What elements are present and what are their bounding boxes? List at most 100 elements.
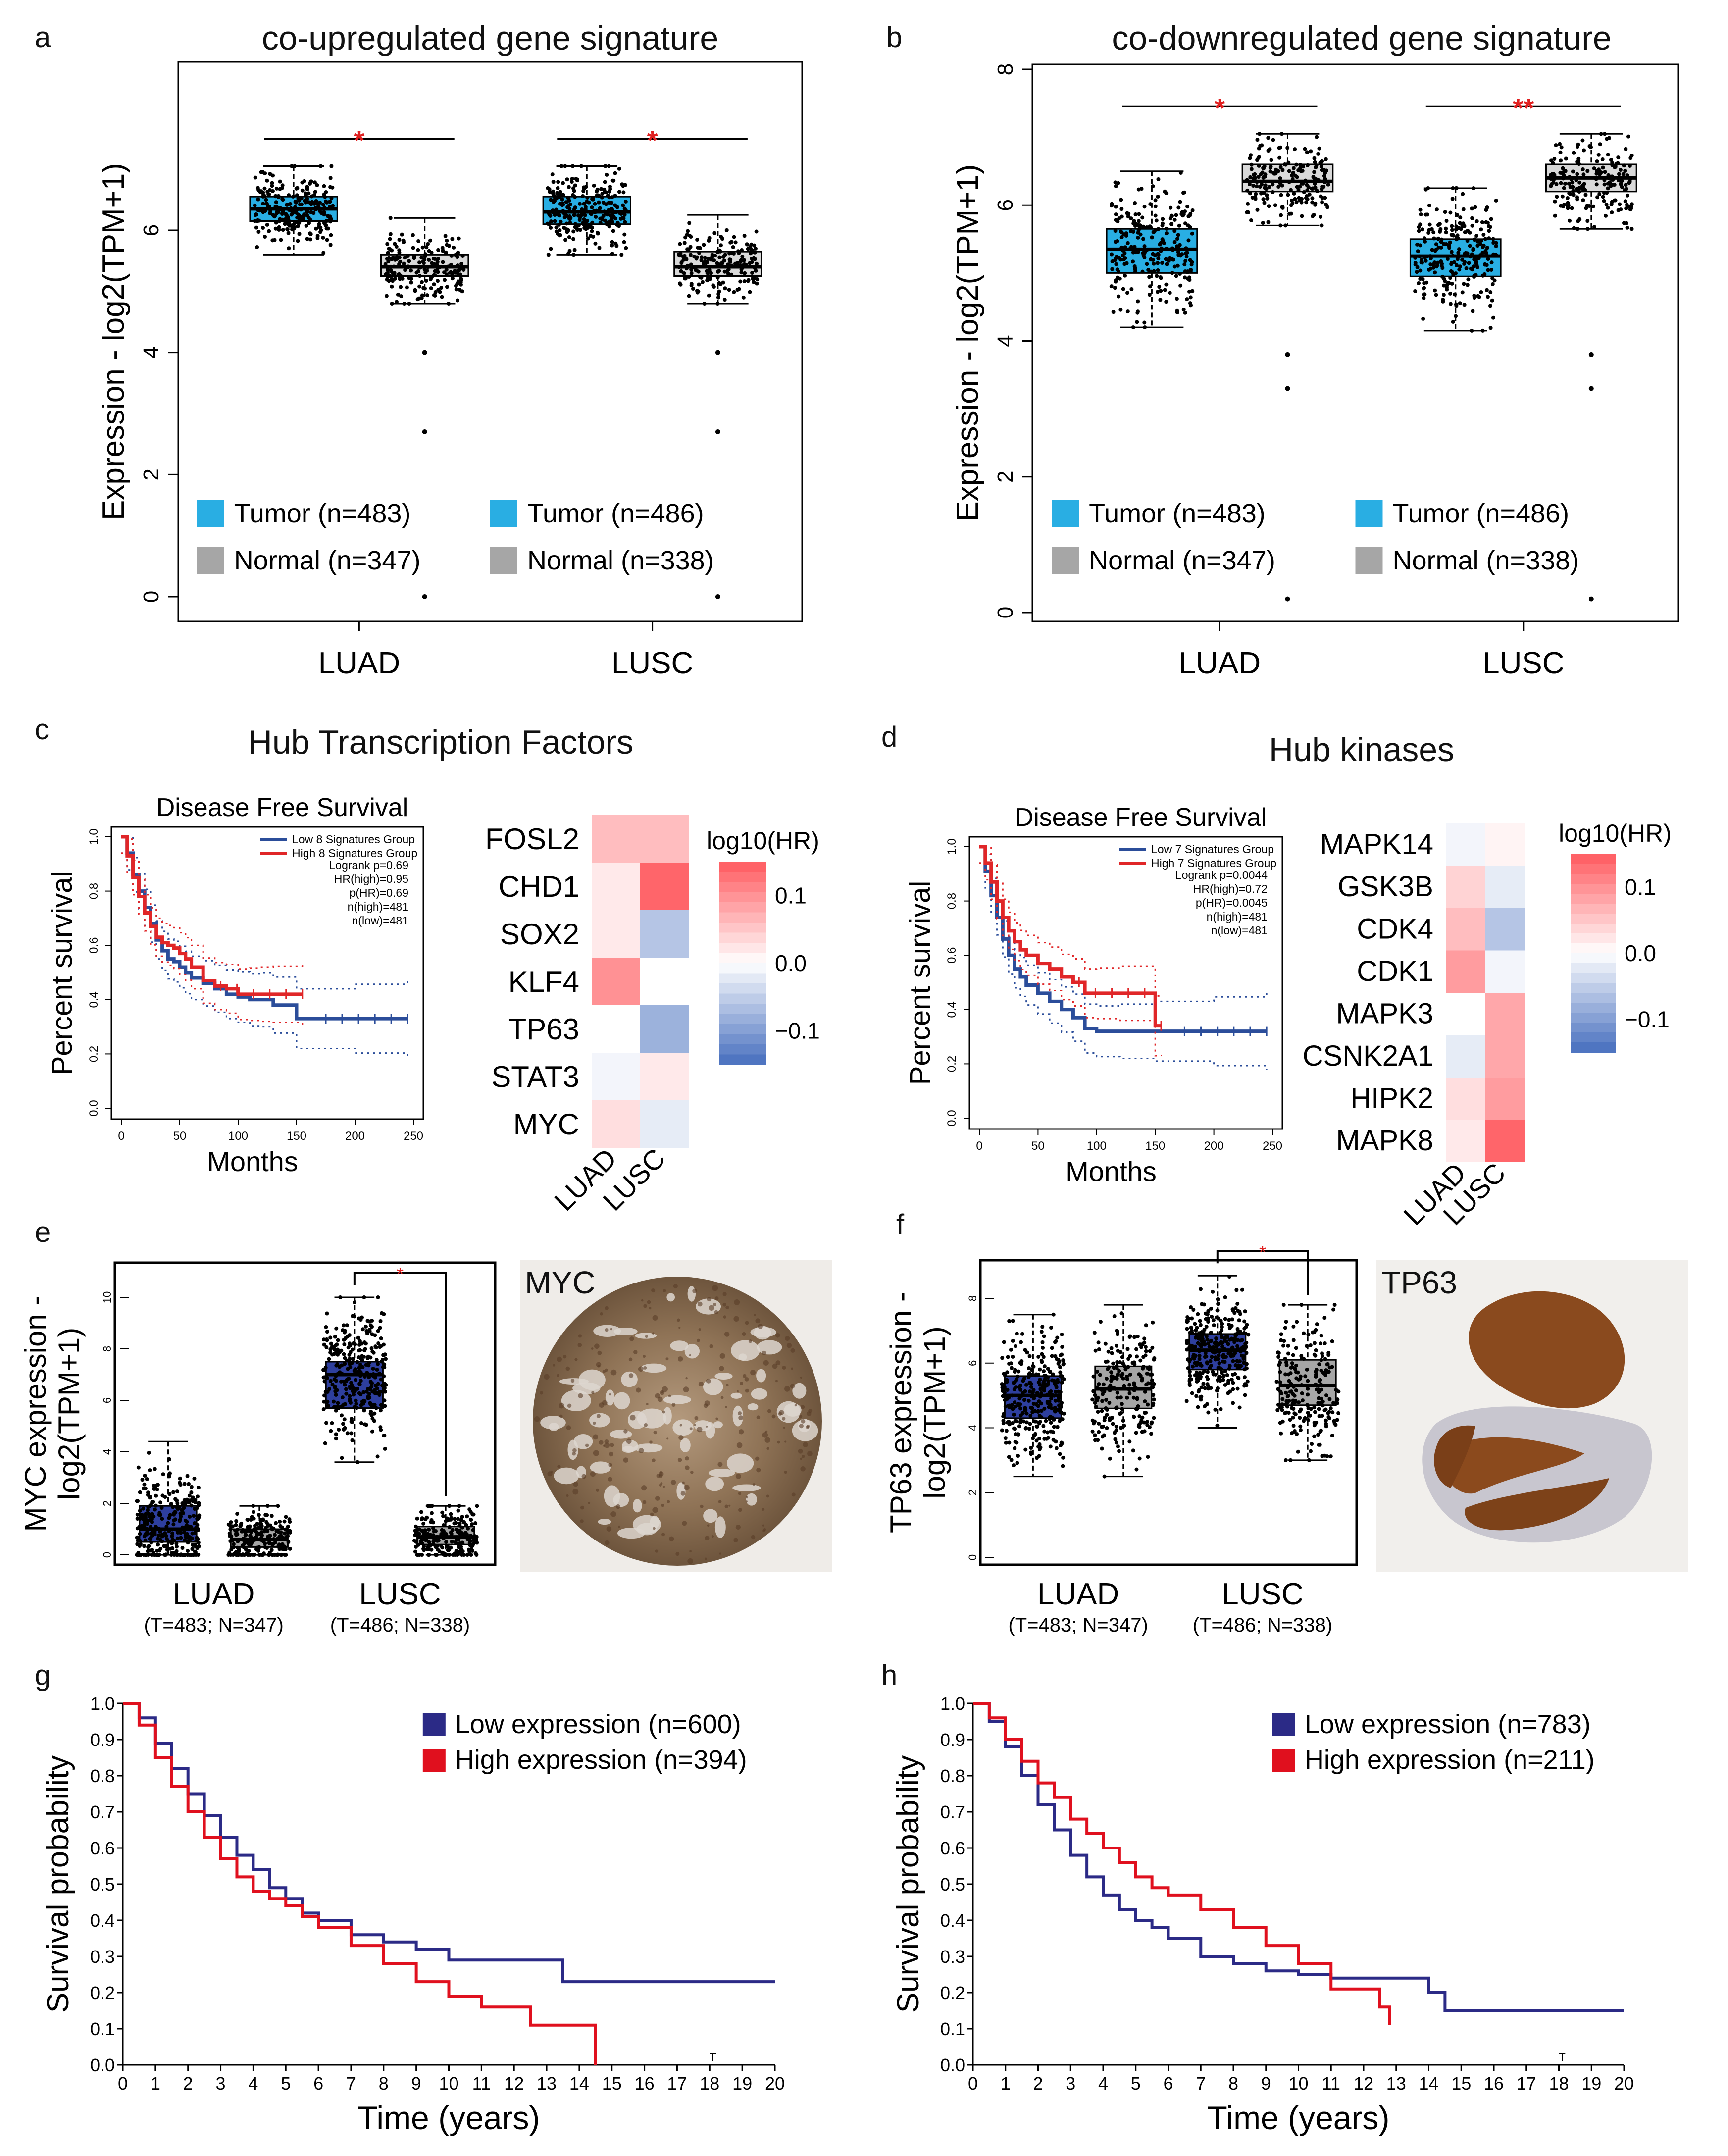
normal-box-0-point [386, 259, 391, 263]
tumor-box-1-point [368, 1402, 373, 1406]
tumor-box-0-point [178, 1517, 183, 1522]
normal-box-1-point [722, 269, 727, 274]
normal-box-1-point [1323, 1418, 1328, 1423]
ihc-stain-dot [580, 1505, 584, 1510]
y-tick-label: 0 [993, 607, 1017, 618]
normal-box-0-point [1259, 172, 1263, 176]
heatmap-cell [640, 815, 689, 863]
tumor-box-0-point [261, 194, 265, 199]
tumor-box-1-point [567, 249, 572, 253]
tumor-box-0-point [1059, 1374, 1063, 1379]
normal-box-0-point [1096, 1410, 1100, 1414]
ihc-stain-dot [557, 1465, 561, 1469]
normal-box-0-point [284, 1515, 288, 1519]
ihc-stain-dot [623, 1429, 628, 1434]
tumor-box-1-point [552, 194, 556, 198]
tumor-box-1-point [1479, 238, 1483, 243]
x-tick-label: 1 [151, 2073, 160, 2094]
normal-box-0-point [265, 1529, 270, 1533]
normal-box-1-point [1618, 168, 1623, 172]
normal-box-1-point [1568, 192, 1573, 196]
normal-box-1-point [754, 229, 759, 234]
ihc-stain-dot [643, 1355, 646, 1358]
normal-box-1-point [1279, 1332, 1283, 1336]
x-tick-label-lusc: LUSC [611, 646, 693, 680]
normal-box-0-point [1109, 1379, 1114, 1383]
ihc-stain-dot [684, 1485, 690, 1490]
normal-box-1-point [1280, 1402, 1284, 1407]
outlier-point [422, 429, 427, 434]
tumor-box-1-point [559, 219, 563, 224]
heatmap-scale-step [719, 963, 766, 974]
normal-box-1-point [1309, 1449, 1313, 1453]
tumor-box-1-point [1448, 302, 1453, 306]
ihc-stain-dot [694, 1424, 697, 1426]
tumor-box-0-point [322, 221, 326, 225]
tumor-box-0-point [260, 170, 265, 174]
tumor-box-1-point [1223, 1383, 1227, 1387]
tumor-box-1-point [592, 183, 596, 188]
ihc-stain-dot [649, 1440, 653, 1444]
tumor-box-0-point [147, 1544, 151, 1548]
ihc-gland [684, 1343, 700, 1359]
ihc-stain-dot [698, 1328, 701, 1331]
ihc-stain-dot [669, 1536, 674, 1542]
tumor-box-0-point [305, 237, 309, 241]
tumor-box-0-point [1164, 282, 1169, 287]
tumor-box-0-point [1142, 255, 1147, 259]
tumor-box-0-point [1136, 219, 1141, 223]
normal-box-1-point [750, 257, 754, 261]
normal-box-0-point [228, 1534, 232, 1538]
tumor-box-1-point [1184, 1399, 1189, 1403]
tumor-box-0-point [1018, 1402, 1022, 1407]
tumor-box-0-point [279, 238, 283, 242]
tumor-box-1-point [1188, 1374, 1192, 1378]
normal-box-0-point [409, 280, 413, 285]
tumor-box-1-point [1482, 262, 1487, 266]
tumor-box-1-point [1444, 219, 1449, 223]
ihc-stain-dot [578, 1393, 583, 1398]
x-tick-label-lusc: LUSC [1221, 1577, 1303, 1611]
ihc-stain-dot [544, 1374, 550, 1380]
tumor-box-1-point [1426, 231, 1431, 235]
tumor-box-1-point [1448, 291, 1453, 296]
heatmap-cell [1446, 908, 1485, 951]
tumor-box-0-point [1038, 1383, 1042, 1387]
tumor-box-1-point [1243, 1393, 1247, 1397]
tumor-box-1-point [1198, 1287, 1203, 1291]
heatmap-scale-step [719, 1054, 766, 1065]
tumor-box-1-point [549, 225, 553, 230]
tumor-box-1-point [1491, 237, 1495, 241]
tumor-box-1-point [1418, 222, 1423, 227]
tumor-box-1-point [378, 1408, 383, 1413]
normal-box-1-point [737, 251, 741, 256]
normal-box-0-point [1119, 1402, 1124, 1406]
normal-box-1-point [739, 259, 743, 263]
y-tick-label: 4 [101, 1449, 113, 1455]
tumor-box-1-point [587, 200, 591, 205]
normal-box-1-point [716, 269, 720, 274]
tumor-box-0-point [1183, 310, 1187, 315]
normal-box-1-point [705, 271, 710, 275]
ihc-stain-dot [662, 1486, 665, 1488]
tumor-box-0-point [1050, 1354, 1054, 1358]
normal-box-0-point [1141, 1355, 1146, 1359]
ihc-stain-dot [566, 1494, 569, 1497]
tumor-box-0-point [1153, 204, 1158, 208]
tumor-box-1-point [361, 1390, 366, 1394]
plot-frame [979, 1259, 1358, 1566]
tumor-box-1-point [590, 197, 595, 201]
ihc-stain-dot [803, 1442, 808, 1448]
tumor-box-1-point [330, 1421, 334, 1425]
tumor-box-1-point [1472, 296, 1476, 300]
tumor-box-0-point [1155, 290, 1160, 294]
normal-box-0-point [228, 1524, 233, 1528]
heatmap-cell [1446, 1078, 1485, 1120]
normal-box-1-point [1279, 1431, 1283, 1436]
normal-box-0-point [1305, 197, 1310, 202]
normal-box-1-point [1324, 1393, 1328, 1398]
tumor-box-0-point [183, 1538, 187, 1542]
normal-box-0-point [1319, 194, 1323, 199]
legend-swatch-1 [1272, 1749, 1295, 1772]
tumor-box-1-point [1461, 192, 1465, 196]
